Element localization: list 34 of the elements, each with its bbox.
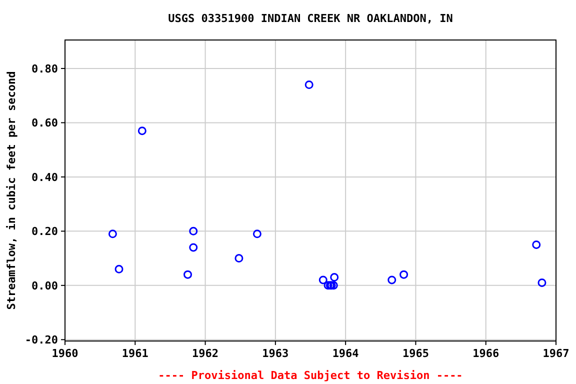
- y-tick-label: 0.80: [32, 62, 58, 76]
- point: [184, 270, 192, 279]
- x-tick-label: 1963: [262, 347, 289, 360]
- y-tick-label: 0.00: [32, 279, 58, 292]
- point: [400, 270, 408, 279]
- y-axis-title: Streamflow, in cubic feet per second: [5, 71, 18, 310]
- x-tick-label: 1964: [332, 347, 360, 360]
- point: [329, 281, 338, 290]
- y-tick-label: 0.60: [32, 116, 58, 130]
- point: [138, 126, 146, 136]
- point: [330, 273, 339, 282]
- y-tick-label: 0.40: [32, 170, 58, 184]
- point: [324, 281, 332, 290]
- point: [252, 230, 262, 238]
- x-tick-label: 1962: [192, 347, 219, 360]
- x-tick-label: 1960: [52, 347, 78, 360]
- x-tick-label: 1965: [402, 347, 429, 360]
- point: [388, 276, 396, 284]
- point: [189, 226, 198, 236]
- y-tick-label: 0.20: [32, 225, 58, 238]
- point: [318, 276, 328, 284]
- x-tick-label: 1961: [122, 347, 149, 360]
- point: [532, 240, 541, 249]
- x-tick-label: 1967: [542, 347, 570, 360]
- x-tick-label: 1966: [472, 347, 500, 360]
- point: [538, 278, 546, 287]
- point: [189, 243, 198, 252]
- text: ---- Provisional Data Subject to Revision ----: [158, 369, 463, 382]
- point: [114, 264, 124, 274]
- chart-title: USGS 03351900 INDIAN CREEK NR OAKLANDON, IN: [168, 12, 453, 25]
- point: [234, 254, 244, 263]
- point: [304, 80, 314, 89]
- y-tick-label: -0.20: [24, 334, 58, 347]
- point: [108, 230, 117, 238]
